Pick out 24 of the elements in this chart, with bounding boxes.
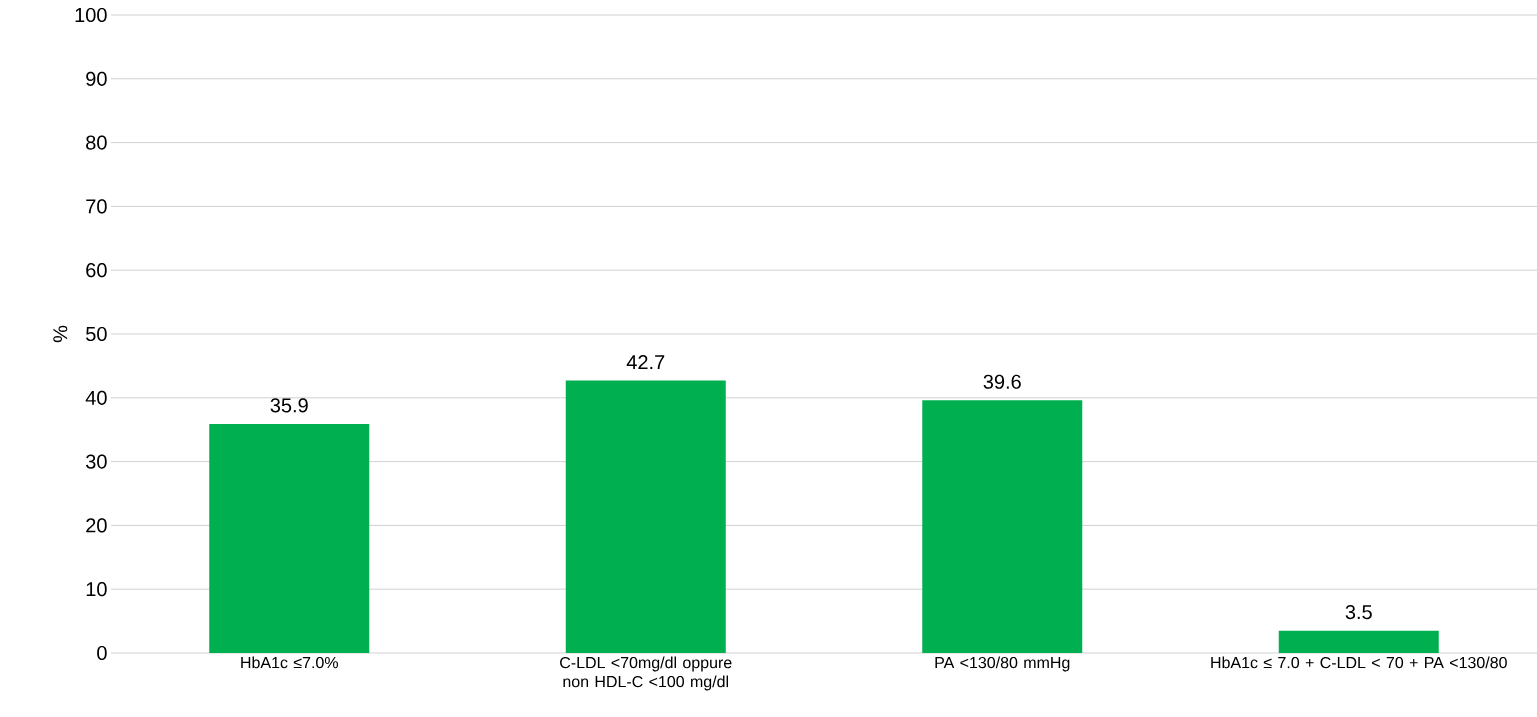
x-tick-label: PA <130/80 mmHg [935, 656, 1070, 672]
y-axis-title: % [53, 325, 68, 343]
y-tick-label: 70 [86, 199, 107, 214]
data-label: 3.5 [1345, 604, 1372, 620]
bar [1278, 630, 1439, 653]
y-tick-label: 80 [86, 135, 107, 150]
x-tick-label: HbA1c ≤ 7.0 + C-LDL < 70 + PA <130/80 [1211, 656, 1507, 669]
data-label: 35.9 [270, 398, 308, 413]
x-tick-label: C-LDL <70mg/dl oppure non HDL-C <100 mg/dl [560, 656, 732, 691]
x-tick-label: HbA1c ≤7.0% [241, 656, 338, 669]
y-tick-label: 0 [97, 645, 107, 661]
y-tick-label: 30 [86, 454, 107, 469]
bar [209, 423, 370, 653]
y-tick-label: 60 [86, 263, 107, 278]
bar [565, 380, 726, 653]
y-tick-label: 40 [85, 390, 107, 405]
y-tick-label: 100 [75, 7, 107, 23]
y-tick-label: 90 [86, 71, 107, 86]
y-tick-label: 50 [86, 326, 107, 342]
bar [922, 400, 1083, 653]
data-label: 39.6 [983, 374, 1021, 389]
y-tick-label: 10 [86, 582, 107, 597]
y-tick-label: 20 [86, 518, 107, 533]
data-label: 42.7 [626, 355, 665, 370]
